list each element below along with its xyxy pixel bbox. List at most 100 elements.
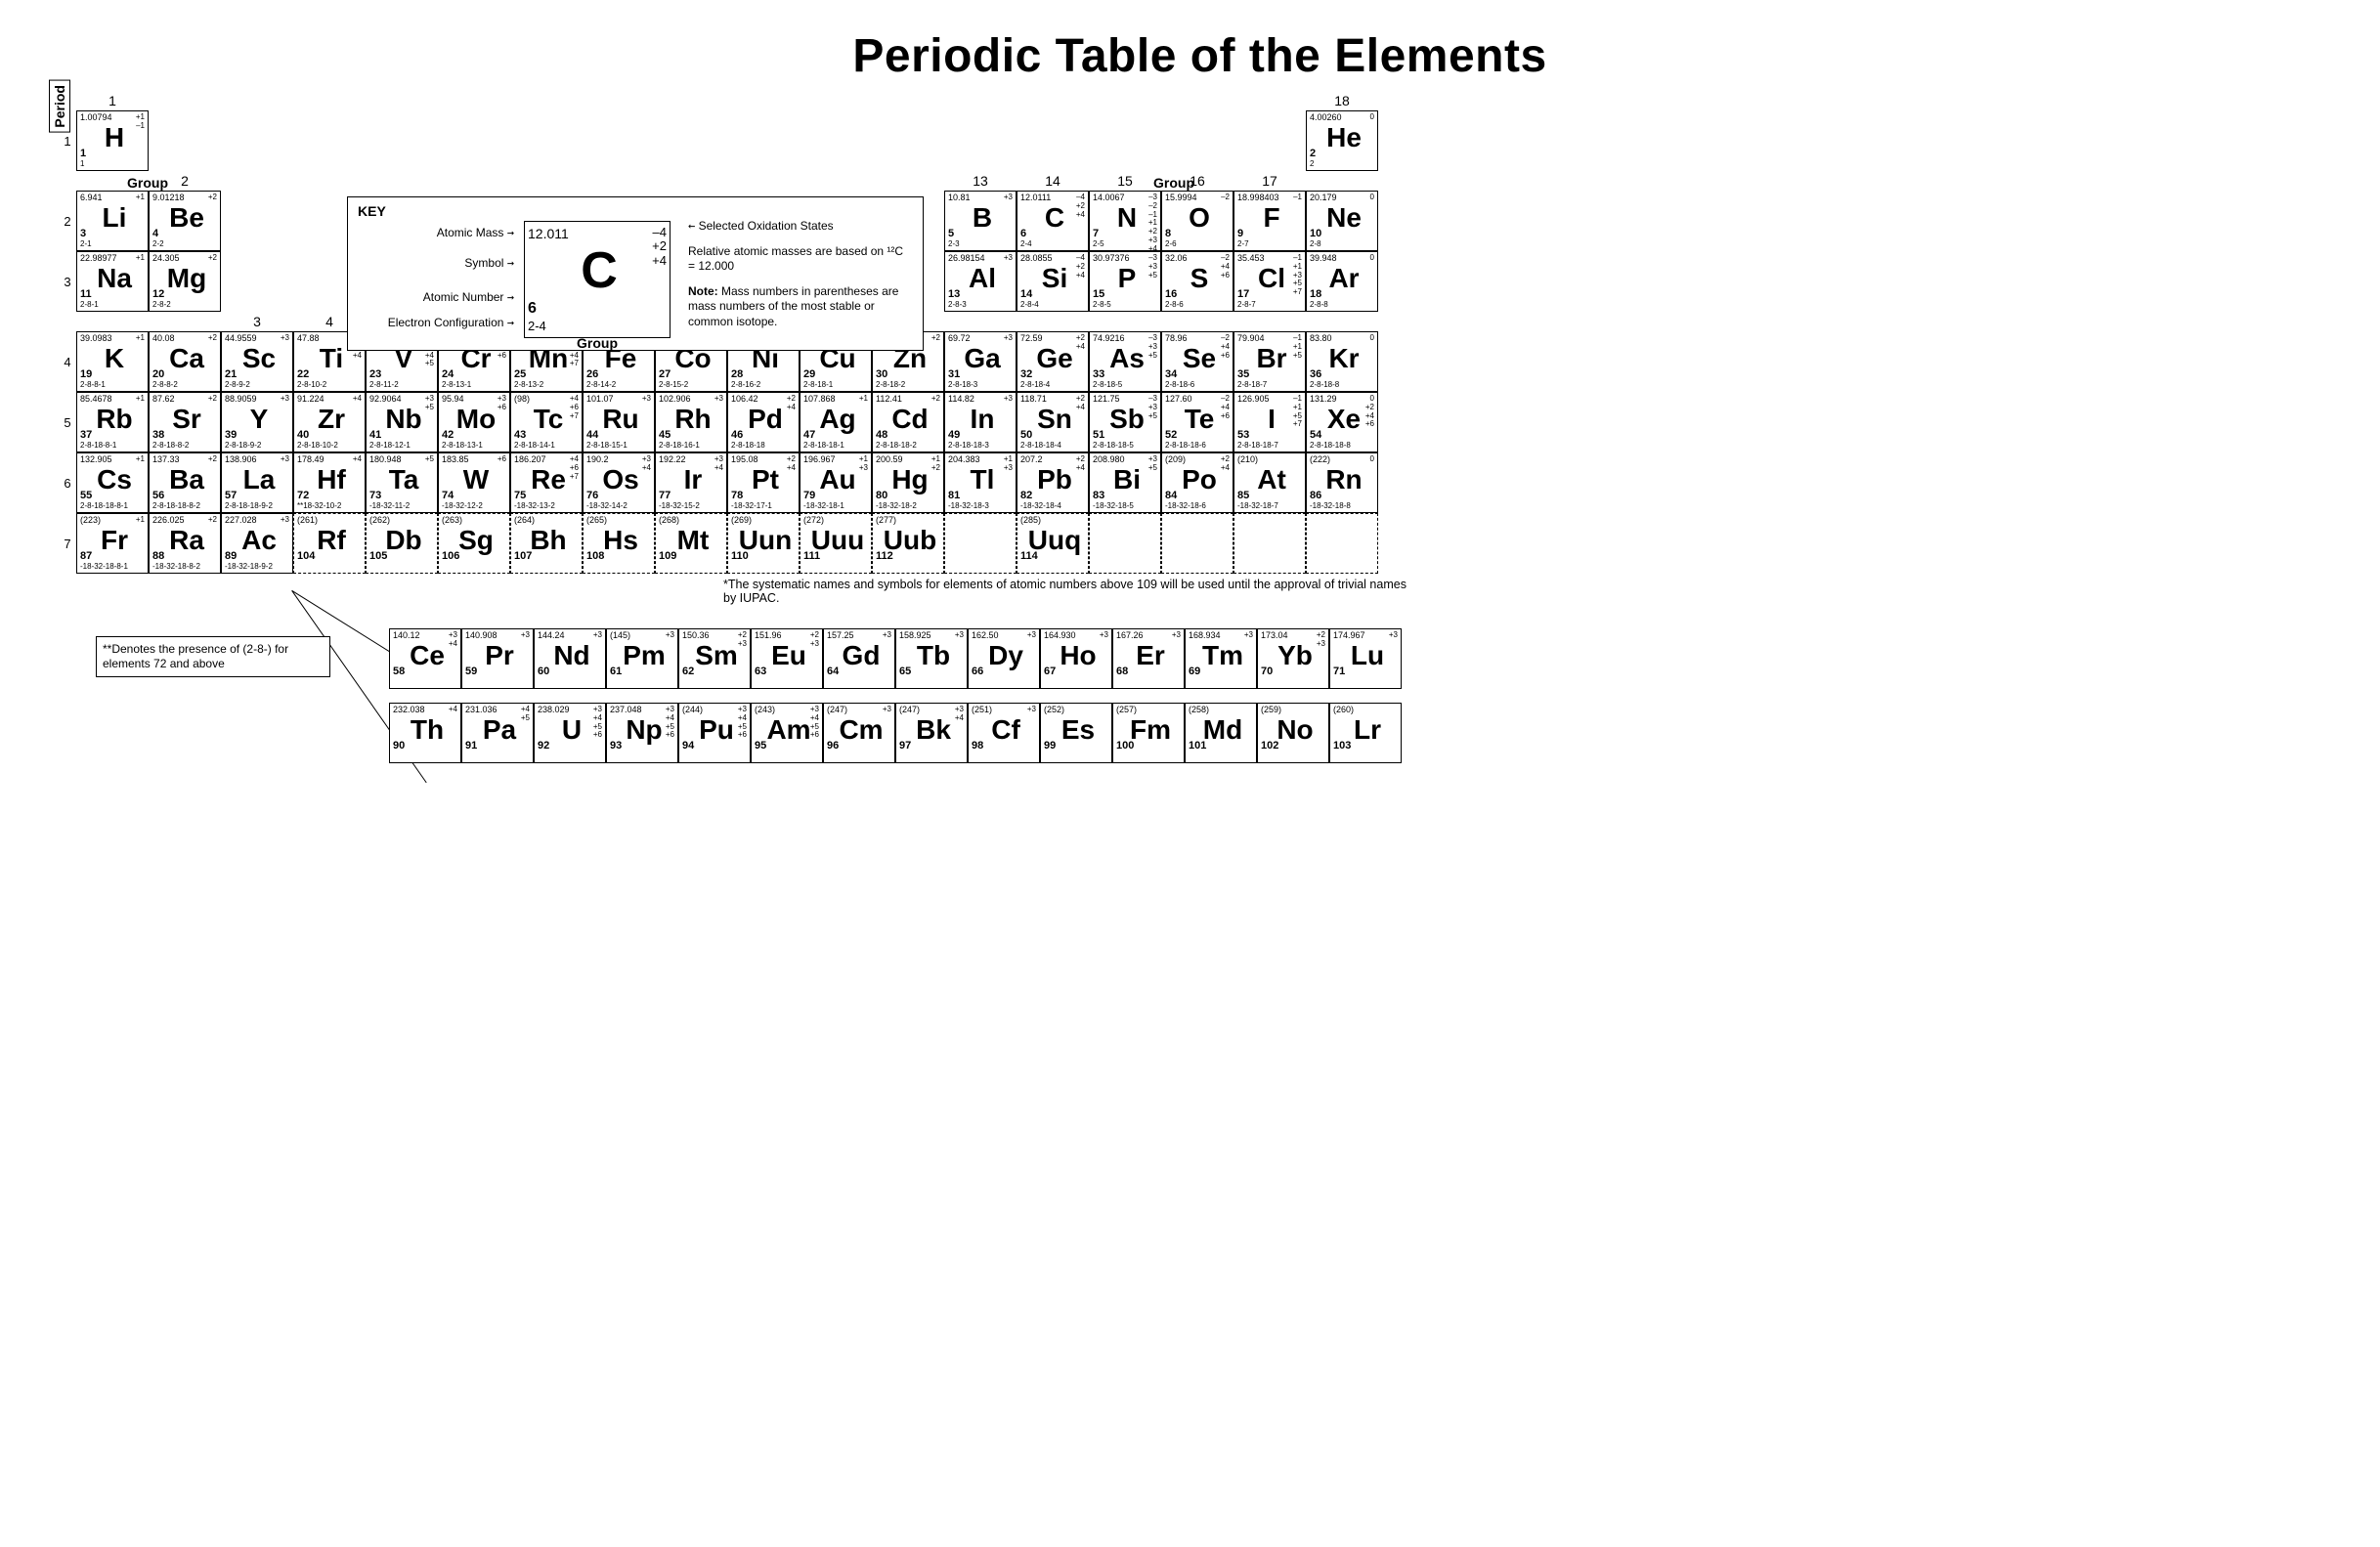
- element-mass: 83.80: [1310, 334, 1332, 343]
- element-cell: 78.96–2 +4 +6Se342-8-18-6: [1161, 331, 1233, 392]
- element-mass: 138.906: [225, 455, 257, 464]
- period-number: 5: [59, 392, 76, 452]
- element-ec: 2-8-18-4: [1020, 381, 1085, 389]
- element-cell: 195.08+2 +4Pt78-18-32-17-1: [727, 452, 800, 513]
- element-cell: (222)0Rn86-18-32-18-8: [1306, 452, 1378, 513]
- element-ec: 2-8-18-8: [1310, 381, 1374, 389]
- element-mass: 101.07: [586, 395, 614, 404]
- element-ec: 2-8-18-18-9-2: [225, 502, 289, 510]
- element-cell: 15.9994–2O82-6: [1161, 191, 1233, 251]
- element-cell: (247)+3 +4Bk97: [895, 703, 968, 763]
- element-cell: (262)Db105: [366, 513, 438, 574]
- f-block-grid: 140.12+3 +4Ce58140.908+3Pr59144.24+3Nd60…: [389, 628, 2341, 763]
- element-number: 97: [899, 741, 911, 752]
- element-number: 89: [225, 551, 237, 562]
- element-oxidation: +3: [593, 631, 602, 640]
- element-symbol: Be: [153, 204, 220, 232]
- element-cell: 162.50+3Dy66: [968, 628, 1040, 689]
- key-cell-ec: 2-4: [528, 319, 667, 333]
- element-ec: 2-8-6: [1165, 301, 1230, 309]
- element-cell: 121.75–3 +3 +5Sb512-8-18-18-5: [1089, 392, 1161, 452]
- element-oxidation: +1: [136, 334, 145, 343]
- element-mass: 112.41: [876, 395, 902, 404]
- element-mass: 92.9064: [369, 395, 402, 404]
- element-oxidation: +3: [883, 631, 891, 640]
- element-oxidation: +3: [1004, 254, 1013, 263]
- element-cell: (272)Uuu111: [800, 513, 872, 574]
- element-number: 85: [1237, 491, 1249, 501]
- element-mass: 195.08: [731, 455, 758, 464]
- element-mass: 18.998403: [1237, 193, 1279, 202]
- element-oxidation: +3: [1244, 631, 1253, 640]
- element-ec: -18-32-18-8-2: [152, 563, 217, 571]
- element-ec: 2-2: [152, 240, 217, 248]
- element-number: 42: [442, 430, 454, 441]
- element-mass: 22.98977: [80, 254, 117, 263]
- element-ec: 2-8-18-18: [731, 442, 796, 450]
- element-number: 65: [899, 666, 911, 677]
- element-number: 83: [1093, 491, 1104, 501]
- element-mass: 10.81: [948, 193, 971, 202]
- element-number: 16: [1165, 289, 1177, 300]
- element-mass: 78.96: [1165, 334, 1188, 343]
- element-mass: 6.941: [80, 193, 103, 202]
- element-mass: 232.038: [393, 706, 425, 714]
- element-oxidation: +3: [281, 516, 289, 525]
- element-ec: -18-32-14-2: [586, 502, 651, 510]
- element-ec: 2-8-18-14-1: [514, 442, 579, 450]
- element-oxidation: +4: [353, 455, 362, 464]
- element-mass: 174.967: [1333, 631, 1365, 640]
- element-mass: 79.904: [1237, 334, 1265, 343]
- element-number: 57: [225, 491, 237, 501]
- element-mass: 173.04: [1261, 631, 1288, 640]
- element-symbol: F: [1238, 204, 1305, 232]
- element-cell: 227.028+3Ac89-18-32-18-9-2: [221, 513, 293, 574]
- element-number: 44: [586, 430, 598, 441]
- element-number: 80: [876, 491, 887, 501]
- element-cell: 44.9559+3Sc212-8-9-2: [221, 331, 293, 392]
- element-cell: 30.97376–3 +3 +5P152-8-5: [1089, 251, 1161, 312]
- element-number: 111: [803, 551, 820, 562]
- element-ec: -18-32-18-5: [1093, 502, 1157, 510]
- element-ec: 2-8-13-2: [514, 381, 579, 389]
- element-oxidation: 0: [1370, 193, 1374, 202]
- element-number: 102: [1261, 741, 1278, 752]
- element-number: 48: [876, 430, 887, 441]
- element-number: 77: [659, 491, 671, 501]
- element-number: 100: [1116, 741, 1134, 752]
- element-oxidation: +1: [136, 455, 145, 464]
- element-number: 14: [1020, 289, 1032, 300]
- element-number: 52: [1165, 430, 1177, 441]
- element-symbol: N: [1094, 204, 1160, 232]
- element-mass: 95.94: [442, 395, 464, 404]
- element-cell: 74.9216–3 +3 +5As332-8-18-5: [1089, 331, 1161, 392]
- element-cell: 88.9059+3Y392-8-18-9-2: [221, 392, 293, 452]
- element-cell: 106.42+2 +4Pd462-8-18-18: [727, 392, 800, 452]
- element-cell: 39.9480Ar182-8-8: [1306, 251, 1378, 312]
- element-oxidation: +3: [1004, 334, 1013, 343]
- element-mass: (285): [1020, 516, 1041, 525]
- element-cell: 132.905+1Cs552-8-18-18-8-1: [76, 452, 149, 513]
- group-number: 14: [1017, 173, 1089, 191]
- element-mass: (264): [514, 516, 535, 525]
- element-number: 12: [152, 289, 164, 300]
- element-mass: (269): [731, 516, 752, 525]
- element-oxidation: +4: [449, 706, 457, 714]
- page-title: Periodic Table of the Elements: [59, 29, 2341, 83]
- element-ec: 2: [1310, 160, 1374, 168]
- element-number: 75: [514, 491, 526, 501]
- element-cell: 192.22+3 +4Ir77-18-32-15-2: [655, 452, 727, 513]
- element-ec: 2-8-9-2: [225, 381, 289, 389]
- element-oxidation: +3: [521, 631, 530, 640]
- element-cell: 39.0983+1K192-8-8-1: [76, 331, 149, 392]
- element-number: 21: [225, 369, 237, 380]
- element-number: 82: [1020, 491, 1032, 501]
- element-ec: 1: [80, 160, 145, 168]
- element-mass: (223): [80, 516, 101, 525]
- element-cell: 158.925+3Tb65: [895, 628, 968, 689]
- element-number: 38: [152, 430, 164, 441]
- element-number: 71: [1333, 666, 1345, 677]
- element-mass: 238.029: [538, 706, 570, 714]
- element-mass: 118.71: [1020, 395, 1047, 404]
- period-number: 4: [59, 331, 76, 392]
